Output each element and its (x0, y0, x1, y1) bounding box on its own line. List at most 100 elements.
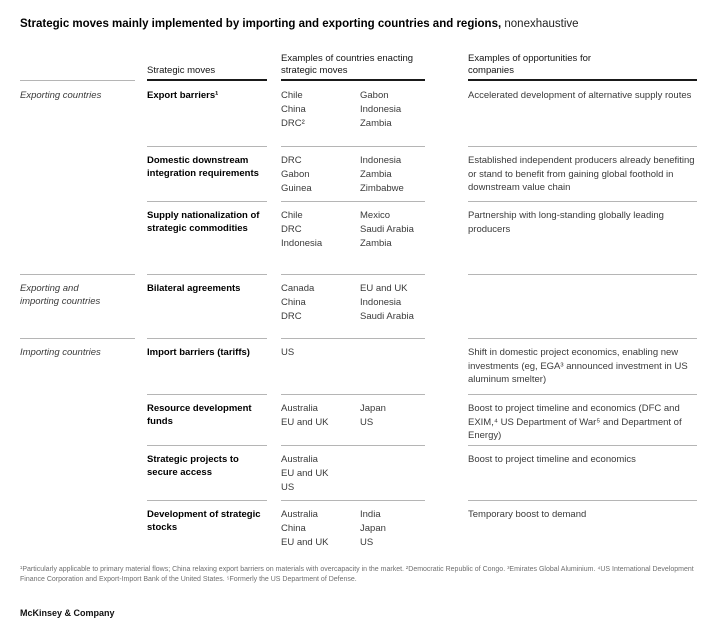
country-item: Canada (281, 283, 315, 294)
move-label: Import barriers (tariffs) (147, 347, 250, 358)
opportunity-cell: Accelerated development of alternative s… (468, 81, 705, 146)
row-rule (468, 201, 697, 202)
row-rule (281, 274, 425, 275)
opportunity-text: Shift in domestic project economics, ena… (468, 347, 688, 385)
opportunity-text: Boost to project timeline and economics (468, 454, 636, 465)
country-list-b (360, 453, 468, 495)
opportunity-text: Boost to project timeline and economics … (468, 403, 682, 441)
countries-cell: Chile DRC Indonesia Mexico Saudi Arabia … (281, 201, 468, 274)
country-item: Chile (281, 90, 303, 101)
country-item: China (281, 523, 306, 534)
row-rule (468, 274, 697, 275)
group-cell: Exporting and importing countries (20, 274, 147, 338)
row-rule (147, 445, 267, 446)
header-cell-group (20, 39, 147, 81)
opportunity-cell: Shift in domestic project economics, ena… (468, 338, 705, 394)
country-list-b: Japan US (360, 402, 468, 430)
page-title-main: Strategic moves mainly implemented by im… (20, 18, 502, 30)
page-title-suffix: nonexhaustive (501, 18, 579, 30)
country-list-a: US (281, 346, 360, 360)
page-title: Strategic moves mainly implemented by im… (20, 17, 705, 31)
country-item: Australia (281, 509, 318, 520)
row-rule (468, 146, 697, 147)
move-label: Domestic downstream integration requirem… (147, 155, 259, 179)
header-cell-countries: Examples of countries enacting strategic… (281, 39, 468, 81)
row-rule (147, 338, 267, 339)
header-rule-moves (147, 79, 267, 81)
row-rule (147, 146, 267, 147)
countries-cell: DRC Gabon Guinea Indonesia Zambia Zimbab… (281, 146, 468, 201)
country-item: US (360, 417, 374, 428)
move-label: Development of strategic stocks (147, 509, 261, 533)
move-cell: Export barriers¹ (147, 81, 281, 146)
countries-cell: Canada China DRC EU and UK Indonesia Sau… (281, 274, 468, 338)
mckinsey-company-logo: McKinsey & Company (20, 608, 115, 618)
country-item: Saudi Arabia (360, 224, 414, 235)
table-row-domestic-downstream: Domestic downstream integration requirem… (20, 146, 705, 201)
countries-cell: Chile China DRC² Gabon Indonesia Zambia (281, 81, 468, 146)
country-item: EU and UK (281, 537, 329, 548)
move-label: Supply nationalization of strategic comm… (147, 210, 260, 234)
column-header-opportunities: Examples of opportunities for companies (468, 53, 592, 76)
opportunity-cell: Temporary boost to demand (468, 500, 705, 556)
header-rule-countries (281, 79, 425, 81)
countries-cell: Australia EU and UK US (281, 445, 468, 500)
country-item: Indonesia (360, 155, 402, 166)
country-list-b: India Japan US (360, 508, 468, 550)
country-item: DRC (281, 155, 302, 166)
table-row-resource-development-funds: Resource development funds Australia EU … (20, 394, 705, 445)
group-label: Exporting and importing countries (20, 283, 101, 307)
country-item: India (360, 509, 381, 520)
country-list-b (360, 346, 468, 360)
row-rule (468, 394, 697, 395)
country-item: US (281, 347, 295, 358)
country-list-b: EU and UK Indonesia Saudi Arabia (360, 282, 468, 324)
country-item: Zambia (360, 238, 392, 249)
move-cell: Development of strategic stocks (147, 500, 281, 556)
country-list-a: Australia EU and UK (281, 402, 360, 430)
country-item: Zambia (360, 118, 392, 129)
country-item: Indonesia (360, 104, 402, 115)
strategic-moves-table: Strategic moves Examples of countries en… (20, 39, 705, 556)
table-row-supply-nationalization: Supply nationalization of strategic comm… (20, 201, 705, 274)
group-cell: Importing countries (20, 338, 147, 394)
group-cell (20, 146, 147, 201)
country-item: US (360, 537, 374, 548)
opportunity-cell: Partnership with long-standing globally … (468, 201, 705, 274)
country-list-b: Mexico Saudi Arabia Zambia (360, 209, 468, 251)
opportunity-text: Partnership with long-standing globally … (468, 210, 664, 235)
country-item: DRC² (281, 118, 305, 129)
opportunity-cell (468, 274, 705, 338)
country-item: DRC (281, 311, 302, 322)
country-item: Japan (360, 523, 386, 534)
group-label: Importing countries (20, 347, 101, 358)
table-header-row: Strategic moves Examples of countries en… (20, 39, 705, 81)
country-item: Guinea (281, 183, 312, 194)
opportunity-text: Temporary boost to demand (468, 509, 587, 520)
row-rule (20, 274, 135, 275)
header-cell-moves: Strategic moves (147, 39, 281, 81)
country-list-a: Chile DRC Indonesia (281, 209, 360, 251)
opportunity-text: Established independent producers alread… (468, 155, 695, 193)
row-rule (281, 201, 425, 202)
row-rule (20, 338, 135, 339)
country-item: Indonesia (281, 238, 323, 249)
country-item: China (281, 297, 306, 308)
country-list-a: Australia China EU and UK (281, 508, 360, 550)
move-cell: Strategic projects to secure access (147, 445, 281, 500)
move-label: Bilateral agreements (147, 283, 241, 294)
move-cell: Supply nationalization of strategic comm… (147, 201, 281, 274)
country-item: Chile (281, 210, 303, 221)
row-rule (281, 394, 425, 395)
group-cell (20, 445, 147, 500)
opportunity-cell: Established independent producers alread… (468, 146, 705, 201)
opportunity-text: Accelerated development of alternative s… (468, 90, 692, 101)
opportunity-cell: Boost to project timeline and economics … (468, 394, 705, 445)
country-item: DRC (281, 224, 302, 235)
countries-cell: US (281, 338, 468, 394)
country-item: China (281, 104, 306, 115)
table-row-development-strategic-stocks: Development of strategic stocks Australi… (20, 500, 705, 556)
country-item: EU and UK (360, 283, 408, 294)
header-rule-group (20, 80, 135, 81)
move-cell: Import barriers (tariffs) (147, 338, 281, 394)
